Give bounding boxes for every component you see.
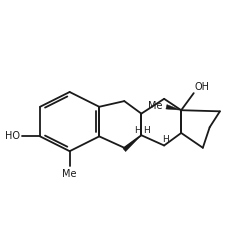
Text: H: H bbox=[134, 126, 141, 135]
Text: Me: Me bbox=[148, 101, 163, 111]
Polygon shape bbox=[166, 104, 181, 110]
Text: H: H bbox=[143, 126, 150, 135]
Polygon shape bbox=[123, 135, 141, 152]
Text: HO: HO bbox=[5, 132, 20, 141]
Text: OH: OH bbox=[195, 82, 210, 92]
Text: Me: Me bbox=[62, 169, 77, 179]
Text: H: H bbox=[162, 134, 169, 143]
